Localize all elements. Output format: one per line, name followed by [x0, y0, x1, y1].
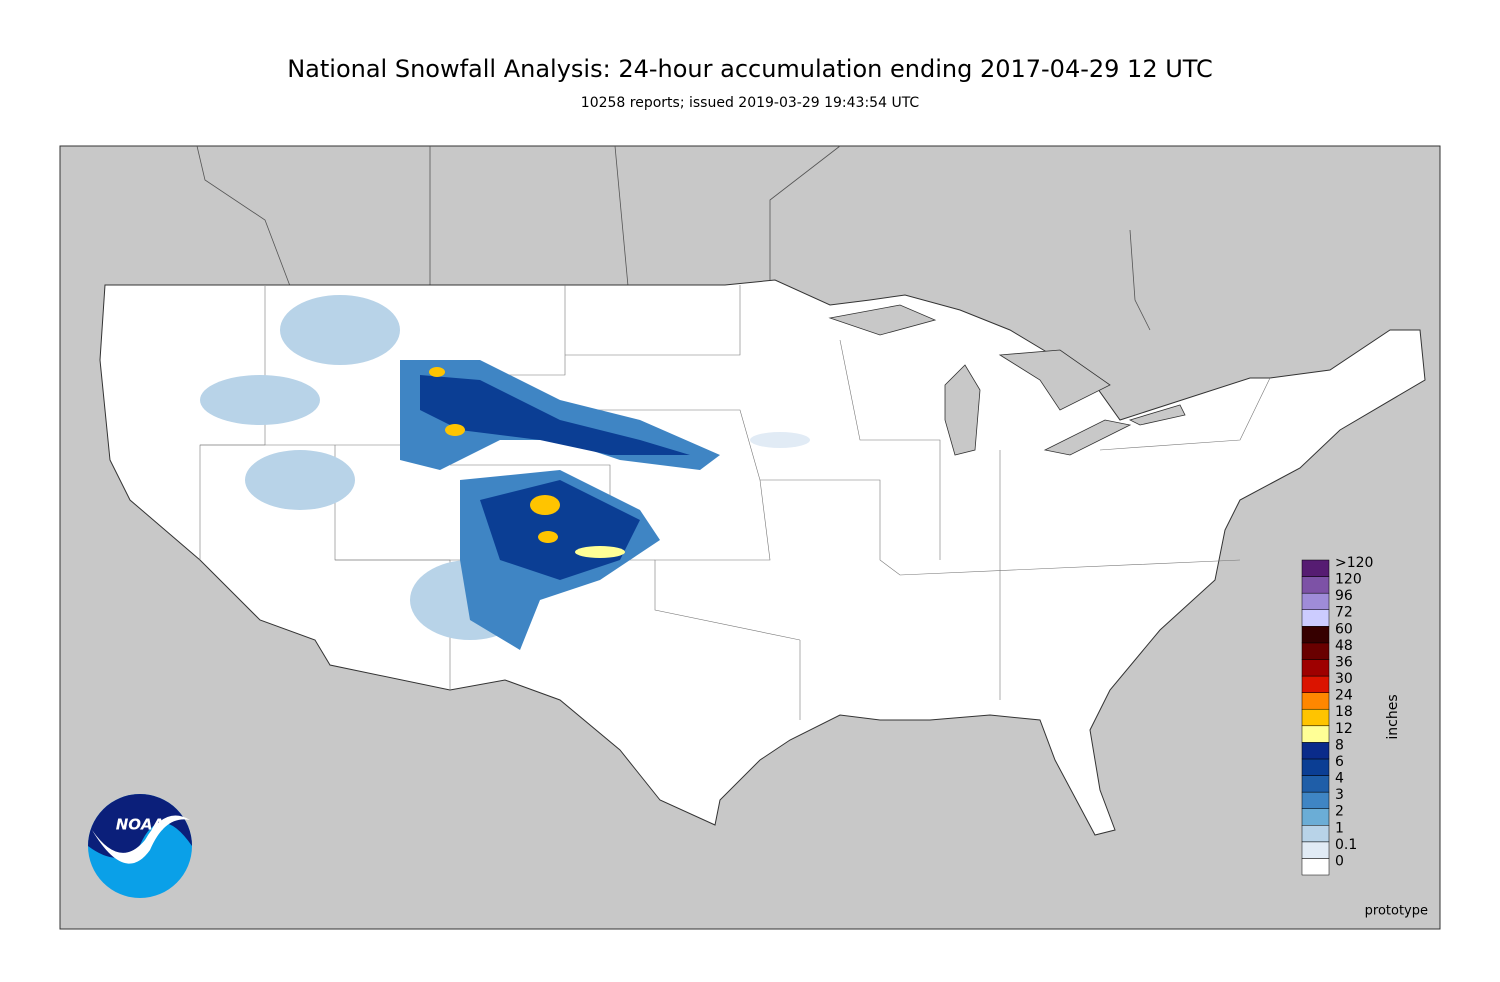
legend-label: 4: [1335, 771, 1344, 787]
legend-swatch: [1301, 692, 1330, 710]
legend-label: 36: [1335, 654, 1353, 670]
legend-swatch: [1301, 659, 1330, 677]
legend-label: 6: [1335, 754, 1344, 770]
legend-label: 0.1: [1335, 837, 1357, 853]
legend-label: 24: [1335, 688, 1353, 704]
legend-unit: inches: [1385, 694, 1401, 739]
footer-note: prototype: [1365, 904, 1428, 919]
legend-label: >120: [1335, 555, 1373, 571]
legend-swatch: [1301, 841, 1330, 859]
legend-label: 0: [1335, 853, 1344, 869]
legend-swatch: [1301, 626, 1330, 644]
legend-swatch: [1301, 592, 1330, 610]
legend-swatch: [1301, 609, 1330, 627]
legend-swatch: [1301, 742, 1330, 760]
legend-label: 12: [1335, 721, 1353, 737]
legend-label: 120: [1335, 572, 1362, 588]
legend-label: 18: [1335, 704, 1353, 720]
legend-swatch: [1301, 642, 1330, 660]
legend-swatch: [1301, 559, 1330, 577]
legend-swatch: [1301, 708, 1330, 727]
legend-swatch: [1301, 808, 1330, 826]
logo-text: NOAA: [116, 816, 165, 834]
legend-label: 72: [1335, 605, 1353, 621]
legend-label: 30: [1335, 671, 1353, 687]
snow-blobs: [200, 295, 810, 650]
legend-label: 3: [1335, 787, 1344, 803]
legend-swatch: [1301, 825, 1330, 843]
legend-swatch: [1301, 675, 1330, 693]
noaa-logo: NOAA: [88, 794, 192, 898]
title: National Snowfall Analysis: 24-hour accu…: [287, 55, 1213, 83]
legend-swatch: [1301, 758, 1330, 776]
legend-label: 1: [1335, 820, 1344, 836]
legend-swatch: [1301, 858, 1330, 876]
legend-label: 8: [1335, 737, 1344, 753]
legend-label: 48: [1335, 638, 1353, 654]
legend-swatch: [1301, 791, 1330, 809]
legend-label: 60: [1335, 621, 1353, 637]
legend-swatch: [1301, 775, 1330, 793]
subtitle: 10258 reports; issued 2019-03-29 19:43:5…: [581, 95, 920, 111]
legend-swatch: [1301, 576, 1330, 594]
legend-swatch: [1301, 725, 1330, 743]
canada-borders: [196, 145, 1151, 331]
legend-label: 96: [1335, 588, 1353, 604]
great-lakes: [828, 304, 1186, 456]
legend-label: 2: [1335, 804, 1344, 820]
